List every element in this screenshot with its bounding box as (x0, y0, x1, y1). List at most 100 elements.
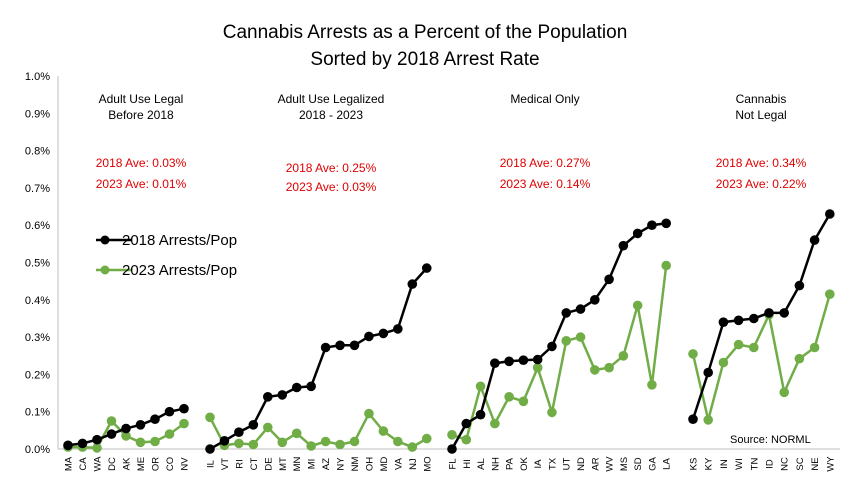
series-2023-point (291, 428, 302, 439)
y-tick-label: 1.0% (25, 71, 50, 83)
series-2023-point (749, 342, 759, 353)
y-axis: 0.0% 0.1% 0.2% 0.3% 0.4% 0.5% 0.6% 0.7% 0.8% 0.9%… (25, 71, 59, 456)
series-2023-point (647, 380, 657, 390)
series-2023-point (320, 436, 331, 447)
legend-label: 2018 Arrests/Pop (122, 232, 237, 249)
series-2018-line (691, 213, 831, 420)
series-2018-point (234, 427, 244, 438)
series-2023-point (504, 392, 514, 402)
series-layer (63, 209, 835, 454)
x-tick-label: AZ (321, 458, 332, 470)
series-2023-point (733, 339, 744, 350)
series-2018-point (364, 331, 374, 342)
x-tick-label: MS (619, 457, 630, 471)
series-2018-point (632, 228, 643, 239)
series-2018-point (335, 340, 345, 351)
series-2023-point (718, 357, 729, 368)
series-2018-point (504, 356, 514, 367)
x-tick-label: MN (292, 456, 303, 471)
series-2018-point (518, 355, 529, 366)
series-2018-point (306, 381, 316, 392)
series-2018-point (150, 414, 160, 425)
series-2023-point (393, 436, 403, 447)
series-2023-line (451, 265, 668, 442)
series-2018-point (779, 308, 789, 318)
series-2018-point (703, 367, 713, 378)
series-2018-point (349, 340, 360, 351)
x-tick-label: MO (422, 456, 433, 471)
x-tick-label: VA (393, 457, 404, 470)
series-2023-point (703, 415, 713, 425)
x-tick-label: LA (662, 458, 673, 470)
x-tick-label: ME (136, 457, 147, 471)
x-tick-label: KS (689, 458, 700, 471)
x-tick-label: TN (749, 458, 760, 471)
group-label-line2: 2018 - 2023 (299, 108, 363, 122)
series-2018-point (532, 354, 543, 365)
series-2023-point (335, 439, 345, 450)
x-tick-label: MD (379, 456, 390, 471)
x-tick-label: OR (151, 457, 162, 471)
series-2023-point (661, 260, 671, 271)
series-2023-point (378, 426, 389, 436)
x-tick-label: AK (122, 457, 133, 470)
series-2018-line (450, 222, 667, 450)
x-tick-label: OK (519, 456, 530, 470)
series-2023-point (106, 416, 117, 426)
series-2018-point (63, 440, 73, 451)
series-2023-line (208, 411, 428, 449)
series-2018-point (77, 438, 88, 449)
x-tick-label: AR (590, 457, 601, 470)
series-2023-point (121, 431, 131, 441)
series-2018-point (764, 308, 774, 318)
group-labels: Adult Use Legal Before 2018 2018 Ave: 0.03… (96, 92, 807, 194)
series-2023-point (92, 443, 102, 453)
series-2023-point (532, 362, 543, 373)
x-tick-label: IA (533, 459, 544, 469)
x-tick-label: CT (249, 457, 260, 470)
x-tick-label: FL (448, 458, 459, 469)
y-tick-label: 0.7% (25, 183, 50, 195)
group-average-2018: 2018 Ave: 0.03% (96, 156, 187, 170)
x-tick-label: NH (490, 457, 501, 471)
series-2018-point (647, 220, 657, 230)
series-2018-point (490, 358, 500, 369)
legend-swatch-marker (100, 235, 110, 245)
x-tick-label: CO (165, 457, 176, 471)
series-2023-point (809, 342, 820, 353)
series-2023-point (688, 349, 698, 359)
x-tick-label: MA (64, 456, 75, 471)
series-2023-point (150, 436, 160, 447)
series-2023-point (825, 289, 835, 300)
series-2018-point (590, 295, 600, 305)
x-tick-label: TX (547, 457, 558, 470)
series-2018-point (618, 240, 629, 251)
series-2018-point (277, 390, 288, 400)
group-average-2023: 2023 Ave: 0.01% (96, 177, 187, 191)
x-tick-label: NE (810, 457, 821, 470)
series-2018-point (604, 274, 614, 285)
group-label-line1: Medical Only (510, 92, 579, 106)
x-tick-label: IN (719, 459, 730, 469)
series-2023-point (263, 422, 273, 433)
x-tick-label: WY (825, 456, 836, 472)
x-tick-label: DE (263, 457, 274, 470)
x-tick-label: CA (78, 457, 89, 471)
x-tick-label: NC (780, 457, 791, 471)
group-average-2023: 2023 Ave: 0.14% (500, 177, 591, 191)
series-2023-point (794, 353, 805, 364)
x-tick-label: NM (350, 457, 361, 472)
series-2018-point (121, 423, 131, 434)
series-2023-point (490, 418, 500, 429)
series-2023-point (618, 351, 629, 361)
series-2023-point (306, 441, 316, 451)
chart-legend: 2018 Arrests/Pop 2023 Arrests/Pop (96, 232, 237, 279)
series-2018-point (219, 436, 230, 446)
x-tick-label: OH (364, 457, 375, 471)
y-tick-label: 0.9% (25, 108, 50, 120)
series-2018-point (135, 420, 146, 430)
series-2023-point (349, 436, 360, 447)
x-tick-label: NV (180, 457, 191, 471)
